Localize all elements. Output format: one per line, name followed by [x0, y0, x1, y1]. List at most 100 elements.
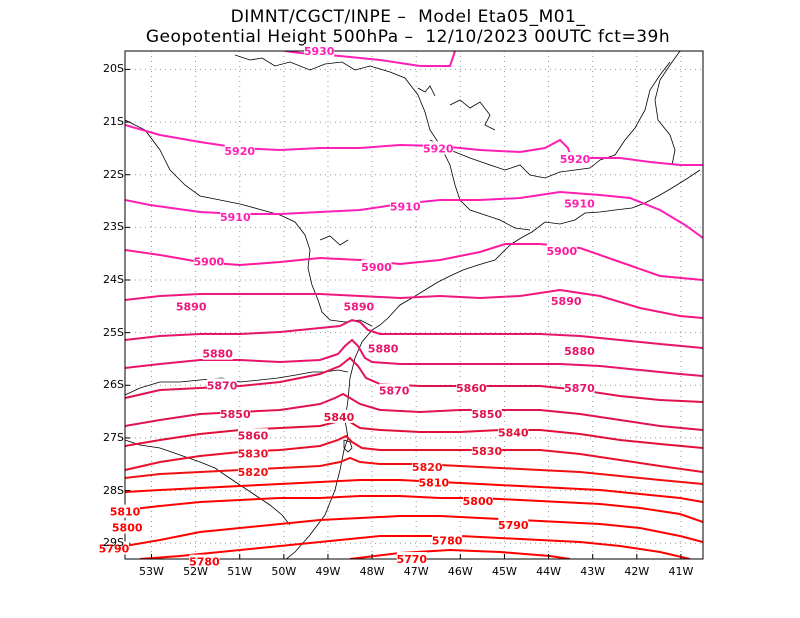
contour-label-bg — [343, 299, 374, 313]
contour-label-bg — [220, 407, 251, 421]
contour-label: 5910 — [390, 200, 421, 213]
contour-label: 5890 — [551, 295, 582, 308]
lon-label: 53W — [139, 565, 164, 578]
contour-label: 5880 — [202, 348, 233, 361]
contour-label: 5840 — [324, 411, 355, 424]
contour-label: 5920 — [560, 153, 591, 166]
contour-label: 5900 — [194, 256, 225, 269]
lon-label: 41W — [668, 565, 694, 578]
contour-label-bg — [564, 380, 595, 394]
contour-label: 5780 — [189, 556, 220, 569]
contour-5880 — [125, 318, 703, 349]
contour-label: 5820 — [238, 466, 269, 479]
contour-5820 — [125, 456, 703, 485]
contour-label-bg — [237, 446, 268, 460]
contour-label-bg — [396, 552, 427, 565]
contour-5780 — [139, 535, 691, 559]
contour-label: 5900 — [361, 261, 392, 274]
lat-label: 26S — [103, 378, 124, 392]
contour-5810 — [125, 479, 703, 503]
contour-label-bg — [379, 383, 410, 397]
state-border-1 — [234, 54, 441, 146]
contour-5850 — [125, 392, 703, 431]
state-border-2 — [125, 119, 373, 327]
contour-label-bg — [560, 151, 591, 165]
contour-5870 — [125, 338, 703, 377]
contour-label-bg — [368, 341, 399, 355]
contour-label: 5840 — [498, 427, 529, 440]
contour-label-bg — [564, 344, 595, 358]
contour-label: 5790 — [498, 519, 529, 532]
lon-label: 43W — [580, 565, 606, 578]
contour-label-bg — [224, 144, 255, 158]
contour-label-bg — [498, 517, 529, 531]
contour-label: 5930 — [304, 45, 335, 58]
contour-label-bg — [546, 244, 577, 258]
reservoir-3 — [417, 85, 436, 97]
contour-label-bg — [564, 196, 595, 210]
contour-5790 — [125, 515, 703, 547]
lat-label: 25S — [103, 325, 124, 339]
contour-5910 — [125, 190, 703, 239]
lon-label: 45W — [492, 565, 517, 578]
contour-5840 — [125, 414, 703, 449]
state-border-4 — [429, 61, 671, 179]
contour-label: 5850 — [471, 408, 502, 421]
contour-label: 5800 — [112, 521, 143, 534]
contour-label: 5860 — [456, 382, 487, 395]
contour-label-bg — [176, 299, 207, 313]
contour-label-bg — [423, 141, 454, 155]
contour-label-bg — [323, 409, 354, 423]
contour-label: 5910 — [220, 211, 251, 224]
contour-label-bg — [432, 533, 463, 547]
lat-label: 29S — [103, 536, 124, 550]
lat-label: 23S — [103, 220, 124, 234]
contour-label-bg — [220, 209, 251, 223]
title-line-2: Geopotential Height 500hPa – 12/10/2023 … — [145, 27, 671, 47]
lon-label: 50W — [271, 565, 297, 578]
contour-5930 — [284, 51, 456, 67]
contour-label-bg — [412, 459, 443, 473]
lat-label: 28S — [103, 483, 124, 497]
contour-label: 5830 — [471, 445, 502, 458]
graticule — [125, 51, 703, 559]
contour-label: 5820 — [412, 461, 443, 474]
contour-label-bg — [110, 504, 140, 518]
lat-label: 22S — [103, 167, 124, 181]
state-border-6 — [654, 51, 681, 166]
contour-label-bg — [456, 380, 487, 394]
contour-5920 — [125, 124, 703, 166]
contour-label: 5810 — [110, 506, 141, 519]
coastline-borders — [125, 51, 701, 559]
lat-label: 20S — [103, 62, 124, 76]
contour-label: 5860 — [238, 429, 269, 442]
contour-5800 — [125, 495, 703, 523]
contour-label: 5890 — [176, 300, 207, 313]
contour-label-bg — [112, 520, 143, 534]
lon-label: 46W — [447, 565, 473, 578]
contour-label: 5770 — [396, 553, 427, 566]
contour-label: 5850 — [220, 408, 251, 421]
contour-label: 5810 — [419, 477, 450, 490]
contour-label-bg — [498, 425, 529, 439]
lon-label: 51W — [227, 565, 253, 578]
contour-label: 5830 — [238, 448, 269, 461]
lat-label: 24S — [103, 272, 124, 286]
contour-label-bg — [207, 378, 238, 392]
contour-label: 5920 — [224, 145, 255, 158]
contour-label-bg — [189, 554, 220, 568]
contour-label-bg — [361, 259, 392, 273]
contour-label-bg — [390, 199, 421, 213]
contour-label: 5890 — [344, 300, 375, 313]
contour-label-bg — [304, 44, 335, 57]
contour-label: 5870 — [379, 385, 410, 398]
contour-label: 5870 — [564, 382, 595, 395]
lon-label: 47W — [403, 565, 429, 578]
contour-label: 5880 — [368, 342, 399, 355]
contour-label-bg — [193, 254, 224, 268]
contour-labels: 5930 5920 5920 5920 5910 5910 5910 5900 5900 5900… — [99, 44, 595, 569]
coastline — [379, 169, 701, 326]
contour-lines — [125, 51, 703, 559]
reservoir-1 — [449, 99, 496, 131]
